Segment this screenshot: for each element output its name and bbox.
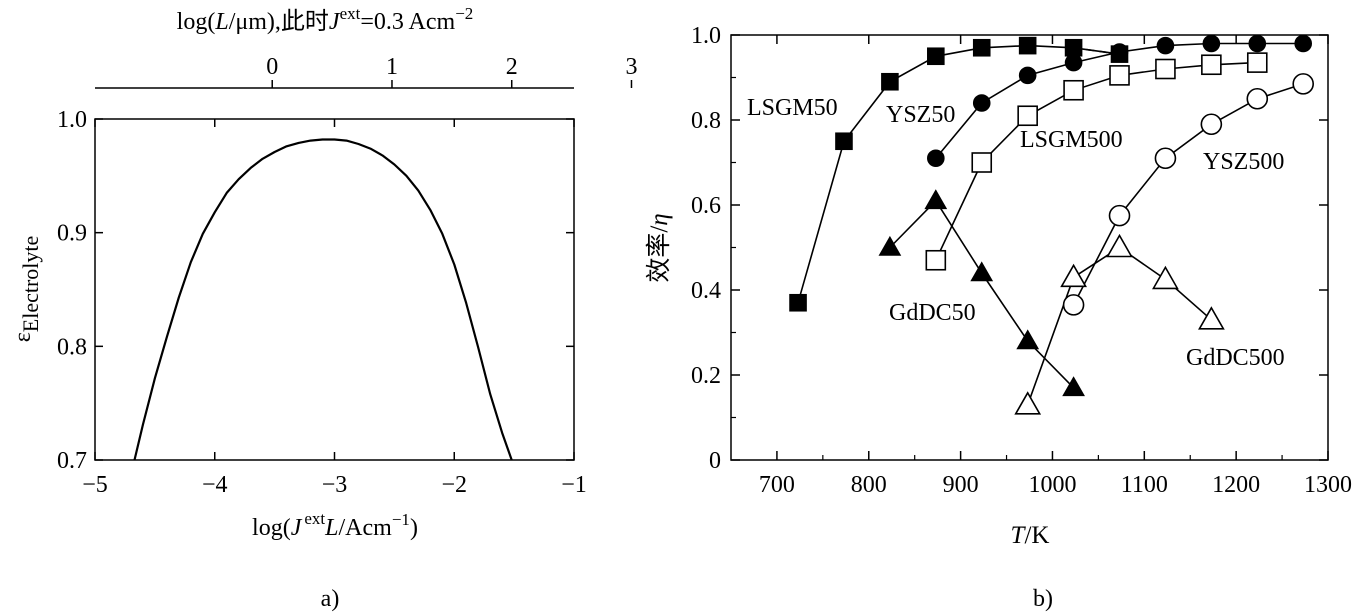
data-point-lsgm50 bbox=[881, 72, 899, 91]
data-point-lsgm500 bbox=[1017, 105, 1038, 127]
x-tick-label: −5 bbox=[82, 472, 108, 498]
x-tick-label: 1000 bbox=[1028, 472, 1076, 498]
top-tick-label: 2 bbox=[506, 54, 518, 80]
series-label-ysz500: YSZ500 bbox=[1203, 149, 1284, 175]
y-tick-label: 0 bbox=[709, 448, 721, 474]
data-point-ysz500 bbox=[1292, 73, 1315, 95]
panel-b-caption: b) bbox=[1033, 586, 1053, 612]
panel-b: 700 800 900 1000 1100 1200 1300 0 0.2 0.4 0.6 0.8 1… bbox=[645, 23, 1352, 612]
data-point-lsgm500 bbox=[1063, 79, 1084, 101]
y-tick-label: 1.0 bbox=[57, 107, 87, 133]
data-point-ysz50 bbox=[1064, 53, 1083, 72]
data-point-ysz500 bbox=[1200, 113, 1223, 136]
data-point-gddc500 bbox=[1106, 233, 1133, 258]
data-point-gddc500 bbox=[1060, 263, 1087, 288]
panel-a-y-axis-label: εElectrolyte bbox=[10, 236, 43, 343]
data-point-lsgm500 bbox=[1155, 58, 1176, 80]
data-point-gddc500 bbox=[1152, 265, 1179, 290]
data-point-lsgm500 bbox=[925, 249, 947, 271]
data-point-ysz50 bbox=[1202, 34, 1221, 53]
y-tick-label: 0.7 bbox=[57, 448, 87, 474]
x-tick-label: 1200 bbox=[1212, 472, 1260, 498]
data-point-lsgm500 bbox=[1201, 54, 1222, 76]
series-line-gddc50 bbox=[889, 199, 1075, 389]
panel-b-x-ticks: 700 800 900 1000 1100 1200 1300 bbox=[759, 35, 1352, 498]
data-point-gddc500 bbox=[1198, 306, 1225, 330]
top-tick-label: 1 bbox=[386, 54, 398, 80]
x-tick-label: 900 bbox=[943, 472, 979, 498]
data-point-gddc500 bbox=[1014, 391, 1042, 415]
y-tick-label: 0.9 bbox=[57, 221, 87, 247]
x-tick-label: 1100 bbox=[1121, 472, 1168, 498]
data-point-lsgm50 bbox=[1018, 36, 1037, 55]
efficiency-curve bbox=[133, 138, 513, 461]
data-point-gddc50 bbox=[924, 189, 948, 210]
data-point-gddc50 bbox=[970, 261, 994, 282]
data-point-ysz50 bbox=[1018, 66, 1037, 85]
data-point-lsgm500 bbox=[1109, 65, 1130, 86]
data-point-ysz50 bbox=[972, 94, 991, 112]
panel-a-caption: a) bbox=[321, 586, 340, 612]
data-point-ysz500 bbox=[1246, 87, 1269, 110]
series-line-ysz500 bbox=[1072, 83, 1304, 306]
y-tick-label: 0.6 bbox=[691, 193, 721, 219]
data-point-lsgm500 bbox=[971, 152, 993, 173]
data-point-lsgm50 bbox=[927, 47, 945, 66]
panel-a-x-ticks: −5 −4 −3 −2 −1 bbox=[82, 119, 587, 498]
y-tick-label: 1.0 bbox=[691, 23, 721, 49]
panel-b-x-axis-label: T/K bbox=[1011, 522, 1050, 549]
top-tick-label: 0 bbox=[266, 54, 278, 80]
panel-a-plot-frame bbox=[94, 118, 575, 461]
y-tick-label: 0.8 bbox=[57, 334, 87, 360]
panel-a-top-axis-label: log(L/μm),此时Jext=0.3 Acm−2 bbox=[177, 4, 474, 35]
data-point-lsgm50 bbox=[1064, 38, 1083, 57]
y-tick-label: 0.4 bbox=[691, 278, 721, 304]
series-label-gddc500: GdDC500 bbox=[1186, 345, 1285, 371]
panel-a: −5 −4 −3 −2 −1 0.7 0.8 0.9 1.0 0 1 2 3 log(L/μm),此… bbox=[10, 4, 637, 612]
panel-b-series-markers bbox=[789, 34, 1315, 415]
x-tick-label: 700 bbox=[759, 472, 795, 498]
y-tick-label: 0.2 bbox=[691, 363, 721, 389]
series-label-ysz50: YSZ50 bbox=[886, 102, 955, 128]
data-point-lsgm50 bbox=[835, 132, 853, 151]
data-point-lsgm50 bbox=[789, 293, 807, 312]
y-tick-label: 0.8 bbox=[691, 108, 721, 134]
data-point-lsgm50 bbox=[972, 38, 991, 57]
data-point-ysz50 bbox=[1110, 43, 1129, 61]
x-tick-label: −3 bbox=[322, 472, 348, 498]
x-tick-label: 1300 bbox=[1304, 472, 1352, 498]
series-label-gddc50: GdDC50 bbox=[889, 300, 976, 326]
data-point-ysz500 bbox=[1154, 147, 1177, 170]
panel-a-series bbox=[133, 138, 513, 461]
x-tick-label: −1 bbox=[561, 472, 587, 498]
panel-b-y-axis-label: 效率/η bbox=[645, 213, 673, 282]
data-point-lsgm500 bbox=[1246, 52, 1268, 73]
data-point-ysz500 bbox=[1108, 204, 1131, 227]
data-point-gddc50 bbox=[1016, 329, 1040, 350]
data-point-ysz500 bbox=[1062, 294, 1085, 316]
series-label-lsgm50: LSGM50 bbox=[747, 95, 838, 121]
panel-a-x-axis-label: log(J extL/Acm−1) bbox=[252, 509, 418, 541]
panel-a-top-ticks: 0 1 2 3 bbox=[266, 54, 637, 88]
x-tick-label: 800 bbox=[851, 472, 887, 498]
x-tick-label: −4 bbox=[202, 472, 228, 498]
data-point-gddc50 bbox=[878, 235, 902, 256]
series-label-lsgm500: LSGM500 bbox=[1020, 127, 1123, 153]
data-point-ysz50 bbox=[1156, 36, 1175, 55]
series-line-gddc500 bbox=[1026, 246, 1212, 406]
top-tick-label: 3 bbox=[625, 54, 637, 80]
panel-a-y-ticks: 0.7 0.8 0.9 1.0 bbox=[57, 107, 574, 474]
data-point-ysz50 bbox=[1248, 34, 1267, 53]
data-point-ysz50 bbox=[927, 149, 945, 168]
data-point-gddc50 bbox=[1062, 376, 1085, 397]
x-tick-label: −2 bbox=[441, 472, 467, 498]
panel-b-y-ticks: 0 0.2 0.4 0.6 0.8 1.0 bbox=[691, 23, 1328, 474]
data-point-ysz50 bbox=[1294, 34, 1313, 53]
